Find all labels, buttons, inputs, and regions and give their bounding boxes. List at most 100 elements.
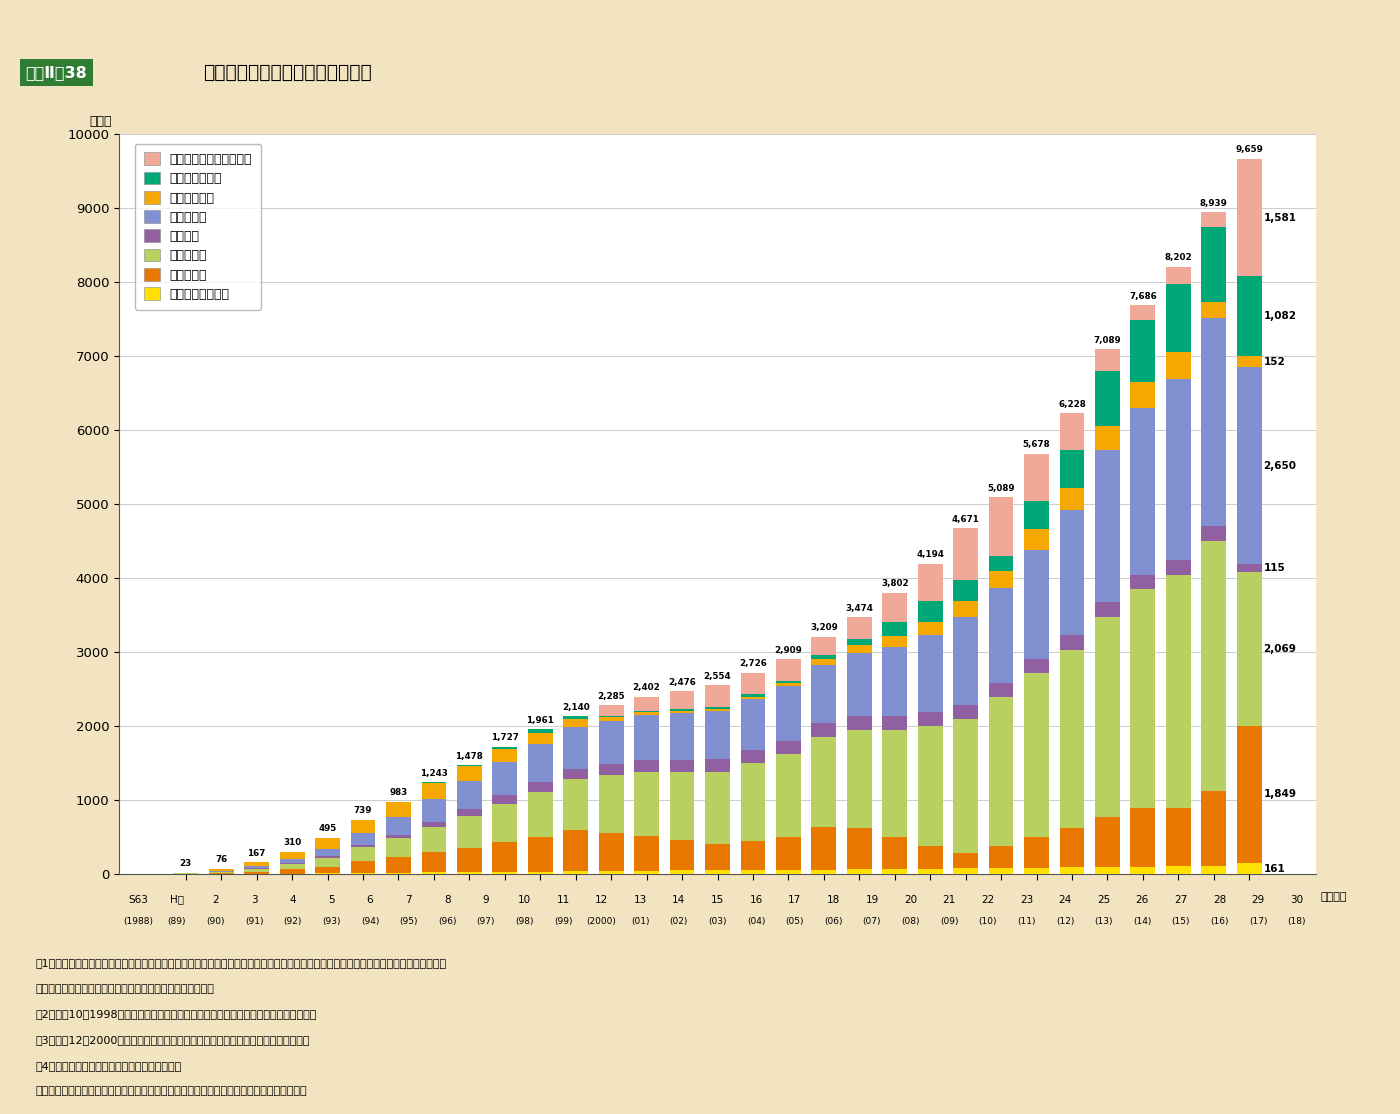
Text: 27: 27 [1175,895,1187,905]
Bar [599,775,623,833]
Text: (98): (98) [515,917,533,926]
Bar [1166,575,1190,808]
Text: 17: 17 [788,895,801,905]
Bar [706,870,729,874]
Bar [847,716,872,730]
Bar [315,867,340,873]
Bar [528,782,553,792]
Bar [421,852,447,872]
Bar [1236,368,1261,564]
Bar [493,842,517,872]
Bar [1060,635,1085,649]
Text: 2：平成10（1998）年度以前はタワーヤーダの台数にスイングヤーダの台数を含む。: 2：平成10（1998）年度以前はタワーヤーダの台数にスイングヤーダの台数を含む… [35,1009,316,1019]
Bar [988,571,1014,588]
Bar [1130,589,1155,808]
Text: 1,082: 1,082 [1263,311,1296,321]
Text: 16: 16 [749,895,763,905]
Bar [634,871,659,874]
Text: (03): (03) [708,917,727,926]
Bar [776,683,801,686]
Bar [776,659,801,681]
Bar [1060,413,1085,450]
Bar [706,707,729,710]
Bar [847,730,872,828]
Bar [953,579,979,602]
Text: (09): (09) [939,917,959,926]
Bar [634,712,659,715]
Bar [776,870,801,874]
Bar [456,765,482,781]
Text: (06): (06) [825,917,843,926]
Bar [493,872,517,874]
Bar [1095,867,1120,874]
Bar [456,809,482,815]
Text: (96): (96) [438,917,456,926]
Bar [1025,501,1049,529]
Bar [599,833,623,871]
Bar [245,862,269,867]
Bar [669,760,694,772]
Bar [953,869,979,874]
Text: 26: 26 [1135,895,1149,905]
Bar [669,772,694,840]
Bar [1166,560,1190,575]
Text: H元: H元 [169,895,183,905]
Bar [528,733,553,744]
Bar [812,658,836,665]
Text: (2000): (2000) [587,917,616,926]
Text: 24: 24 [1058,895,1071,905]
Bar [847,645,872,653]
Text: 1,849: 1,849 [1263,789,1296,799]
Bar [1095,426,1120,450]
Text: (99): (99) [554,917,573,926]
Text: 2,069: 2,069 [1263,644,1296,654]
Bar [741,841,766,870]
Bar [918,564,942,600]
Bar [741,694,766,697]
Bar [386,834,410,839]
Text: 資料：林野庁「森林・林業統計要覧」、林野庁ホームページ「高性能林業機械の保有状況」: 資料：林野庁「森林・林業統計要覧」、林野庁ホームページ「高性能林業機械の保有状況… [35,1086,307,1096]
Text: 2,402: 2,402 [633,683,661,692]
Text: 1,581: 1,581 [1263,213,1296,223]
Text: 13: 13 [634,895,647,905]
Text: 7,089: 7,089 [1093,336,1121,345]
Bar [1236,573,1261,725]
Bar [350,820,375,833]
Text: 22: 22 [981,895,994,905]
Bar [776,686,801,741]
Bar [1025,529,1049,549]
Bar [706,772,729,843]
Bar [882,593,907,623]
Text: 18: 18 [827,895,840,905]
Text: 4,194: 4,194 [916,550,944,559]
Text: 739: 739 [354,807,372,815]
Legend: その他の高性能林業機械, スイングヤーダ, タワーヤーダ, フォワーダ, スキッダ, プロセッサ, ハーベスタ, フェラーバンチャ: その他の高性能林業機械, スイングヤーダ, タワーヤーダ, フォワーダ, スキッ… [134,144,260,310]
Text: 28: 28 [1212,895,1226,905]
Bar [1236,725,1261,862]
Bar [563,779,588,830]
Text: (95): (95) [399,917,417,926]
Bar [882,716,907,730]
Bar [1060,649,1085,828]
Bar [988,683,1014,697]
Text: 5,678: 5,678 [1022,440,1050,449]
Bar [988,556,1014,571]
Bar [280,864,305,869]
Bar [1025,868,1049,874]
Text: (14): (14) [1133,917,1151,926]
Text: (1988): (1988) [123,917,154,926]
Bar [669,870,694,874]
Text: (97): (97) [476,917,496,926]
Text: 11: 11 [556,895,570,905]
Bar [350,844,375,848]
Bar [812,665,836,723]
Bar [1201,213,1226,227]
Bar [456,815,482,848]
Text: 4：国有林野事業で所有する林業機械を除く。: 4：国有林野事業で所有する林業機械を除く。 [35,1061,181,1071]
Text: 25: 25 [1098,895,1110,905]
Bar [280,851,305,859]
Bar [315,857,340,858]
Bar [812,637,836,655]
Bar [1201,302,1226,317]
Bar [315,838,340,849]
